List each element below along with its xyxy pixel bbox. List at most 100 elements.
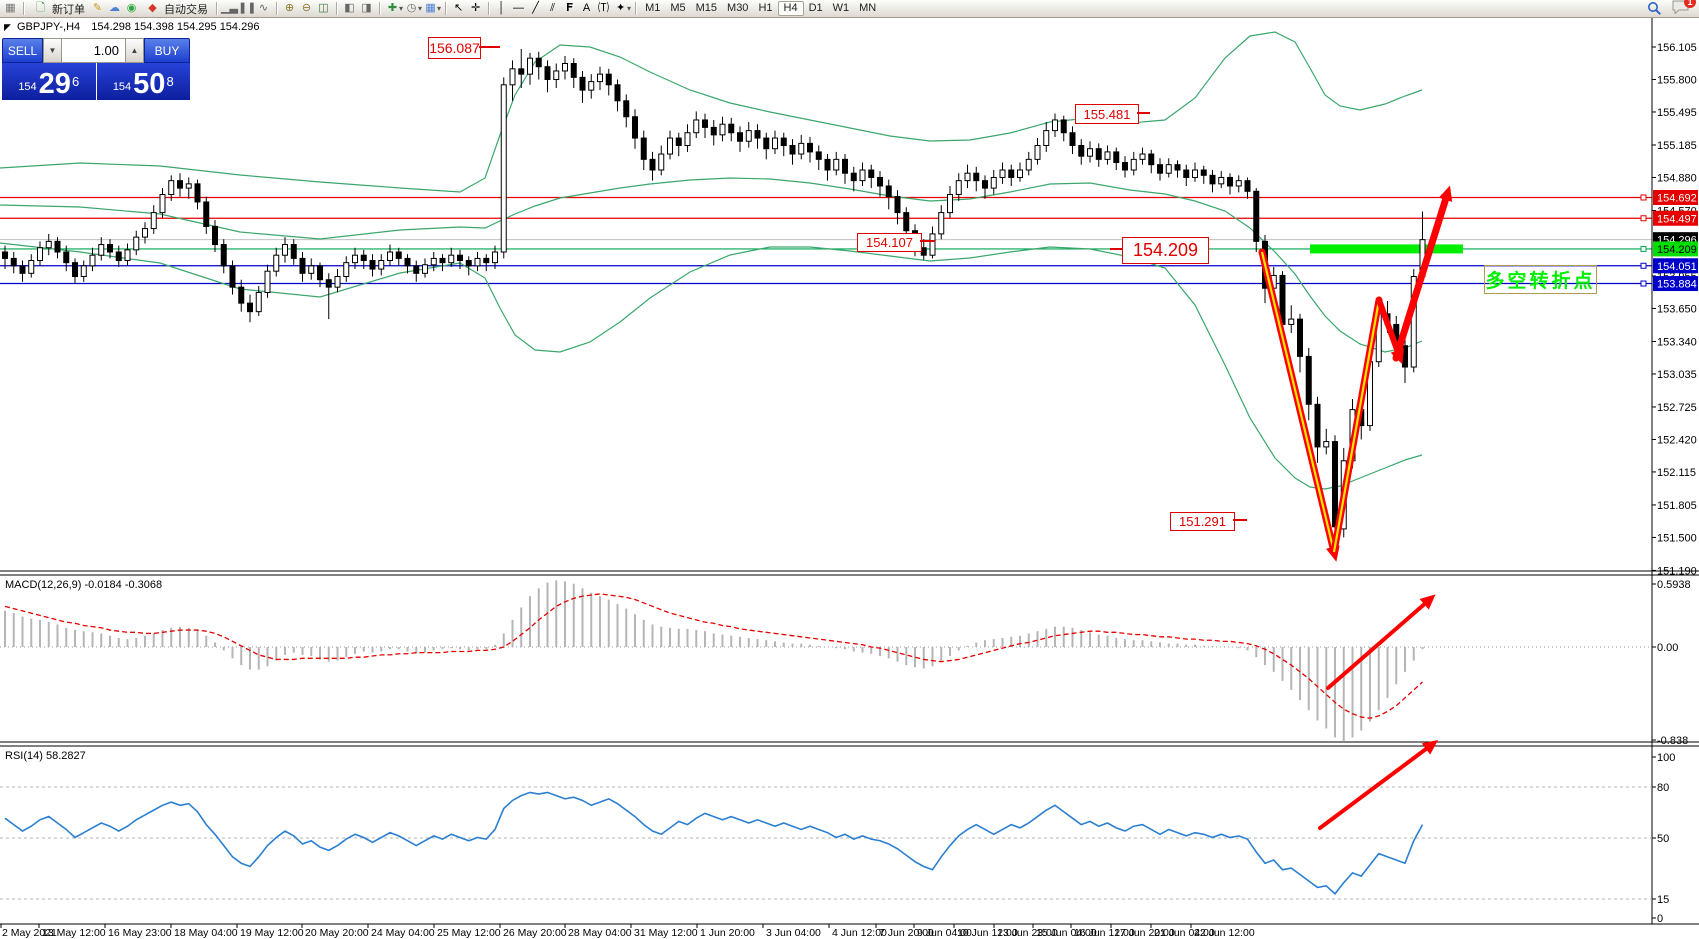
annotation-low-151291[interactable]: 151.291 [1170, 512, 1235, 531]
annotation-high-156087[interactable]: 156.087 [428, 37, 481, 59]
svg-text:155.185: 155.185 [1657, 140, 1697, 152]
timeframe-W1[interactable]: W1 [832, 2, 850, 14]
indicators-caret-icon[interactable]: ▾ [399, 4, 404, 13]
timeframe-H4[interactable]: H4 [777, 1, 804, 16]
new-order-button[interactable]: 🗋 新订单 [28, 0, 89, 17]
svg-text:15: 15 [1657, 894, 1669, 906]
buy-button[interactable]: BUY [144, 38, 190, 63]
svg-text:154.692: 154.692 [1657, 192, 1697, 204]
annotation-support-154107[interactable]: 154.107 [857, 233, 922, 252]
svg-text:22 Jun 12:00: 22 Jun 12:00 [1194, 927, 1255, 939]
line-chart-icon[interactable]: ∿ [258, 2, 269, 14]
svg-text:151.805: 151.805 [1657, 500, 1697, 512]
highlighter-icon[interactable]: ✎ [92, 2, 103, 14]
zoom-out-icon[interactable]: ⊖ [301, 2, 312, 14]
candles-layer [2, 48, 1426, 560]
auto-trading-icon: ◆ [148, 2, 157, 14]
periods-caret-icon[interactable]: ▾ [418, 4, 423, 13]
bollinger-bands-layer [0, 31, 1423, 490]
timeframe-M5[interactable]: M5 [670, 2, 686, 14]
chat-icon[interactable]: 1 [1672, 0, 1696, 17]
svg-text:13 Jun 23:00: 13 Jun 23:00 [997, 927, 1058, 939]
buy-price-big: 50 [133, 68, 166, 100]
svg-text:7 Jun 20:00: 7 Jun 20:00 [879, 927, 934, 939]
sell-price-sup: 6 [71, 74, 80, 89]
timeframe-H1[interactable]: H1 [758, 2, 773, 14]
sell-price-button[interactable]: 154 29 6 [2, 63, 96, 100]
templates-caret-icon[interactable]: ▾ [437, 4, 442, 13]
periods-icon[interactable]: ◷ [406, 2, 417, 14]
chart-window-icon[interactable]: ▦ [5, 2, 16, 14]
annotation-high-tick [479, 46, 500, 48]
annotation-pivot-154209[interactable]: 154.209 [1122, 237, 1209, 264]
signal-icon[interactable]: ◉ [126, 2, 137, 14]
candlestick-chart-icon[interactable]: ❚❚ [238, 2, 257, 14]
indicators-icon[interactable]: ✚ [387, 2, 398, 14]
svg-text:19 May 12:00: 19 May 12:00 [240, 927, 304, 939]
templates-icon[interactable]: ▦ [425, 2, 436, 14]
svg-text:0.5938: 0.5938 [1657, 579, 1691, 591]
arrows-caret-icon[interactable]: ▾ [627, 4, 632, 13]
auto-trading-label: 自动交易 [164, 3, 208, 16]
rsi-label: RSI(14) 58.2827 [5, 750, 86, 762]
svg-text:13 May 12:00: 13 May 12:00 [42, 927, 106, 939]
bollinger-lower-band [0, 242, 1423, 490]
horizontal-line-icon[interactable]: — [513, 2, 525, 14]
search-icon[interactable] [1647, 1, 1662, 16]
sell-price-big: 29 [38, 68, 71, 100]
zoom-in-icon[interactable]: ⊕ [284, 2, 295, 14]
chart-title-row: ◤ GBPJPY-,H4 154.298 154.398 154.295 154… [4, 21, 259, 33]
svg-text:151.190: 151.190 [1657, 565, 1697, 577]
svg-text:50: 50 [1657, 833, 1669, 845]
svg-text:16 May 23:00: 16 May 23:00 [108, 927, 172, 939]
annotation-turning-point[interactable]: 多空转折点 [1484, 265, 1597, 294]
support-highlight-bar [1310, 244, 1463, 254]
bollinger-upper-band [0, 31, 1423, 193]
svg-text:155.800: 155.800 [1657, 74, 1697, 86]
timeframe-M15[interactable]: M15 [695, 2, 718, 14]
toolbar-separator [216, 2, 217, 15]
svg-text:31 May 12:00: 31 May 12:00 [634, 927, 698, 939]
vertical-line-icon[interactable]: │ [498, 2, 505, 14]
timeframe-toolbar: M1 M5 M15 M30 H1 H4 D1 W1 MN [640, 1, 881, 16]
fibonacci-icon[interactable]: 𝐅 [566, 2, 574, 14]
timeframe-MN[interactable]: MN [859, 2, 877, 14]
volume-decrease-button[interactable]: ▼ [43, 38, 62, 63]
svg-text:2 May 2021: 2 May 2021 [2, 927, 57, 939]
equidistant-channel-icon[interactable]: ⫽ [550, 2, 555, 14]
crosshair-icon[interactable]: ✛ [470, 2, 481, 14]
volume-input[interactable]: 1.00 [62, 38, 125, 63]
bar-chart-icon[interactable]: ▁▃ [221, 2, 238, 14]
sell-button[interactable]: SELL [2, 38, 43, 63]
timeframe-D1[interactable]: D1 [808, 2, 823, 14]
cursor-icon[interactable]: ↖ [453, 2, 464, 14]
annotation-pivot-tick [1110, 248, 1122, 250]
chart-shift-icon[interactable]: ◨ [361, 2, 372, 14]
volume-increase-button[interactable]: ▲ [125, 38, 144, 63]
svg-text:15 Jun 04:00: 15 Jun 04:00 [1036, 927, 1097, 939]
tile-windows-icon[interactable]: ◫ [318, 2, 329, 14]
toolbar-separator [635, 2, 637, 15]
text-icon[interactable]: A [582, 2, 591, 14]
annotation-peak-155481[interactable]: 155.481 [1075, 104, 1139, 124]
svg-text:156.105: 156.105 [1657, 42, 1697, 54]
auto-trading-button[interactable]: ◆ 自动交易 [140, 0, 212, 17]
macd-signal-line [4, 593, 1423, 719]
sell-price-prefix: 154 [18, 81, 37, 93]
annotation-peak-tick [1137, 112, 1150, 114]
text-label-icon[interactable]: 🄣 [598, 2, 610, 14]
buy-price-button[interactable]: 154 50 8 [96, 63, 190, 100]
svg-text:21 Jun 04:00: 21 Jun 04:00 [1154, 927, 1215, 939]
timeframe-M30[interactable]: M30 [727, 2, 749, 14]
buy-price-sup: 8 [166, 74, 174, 89]
arrows-icon[interactable]: ✦ [615, 2, 626, 14]
timeframe-M1[interactable]: M1 [645, 2, 661, 14]
trendline-icon[interactable]: ╱ [532, 2, 539, 14]
svg-text:-0.838: -0.838 [1657, 735, 1688, 747]
chart-expand-icon[interactable]: ◤ [4, 22, 11, 32]
publisher-icon[interactable]: ☁ [109, 2, 120, 14]
svg-text:154.880: 154.880 [1657, 172, 1697, 184]
panel-frame-layer [0, 18, 1699, 925]
auto-scroll-icon[interactable]: ◧ [344, 2, 355, 14]
